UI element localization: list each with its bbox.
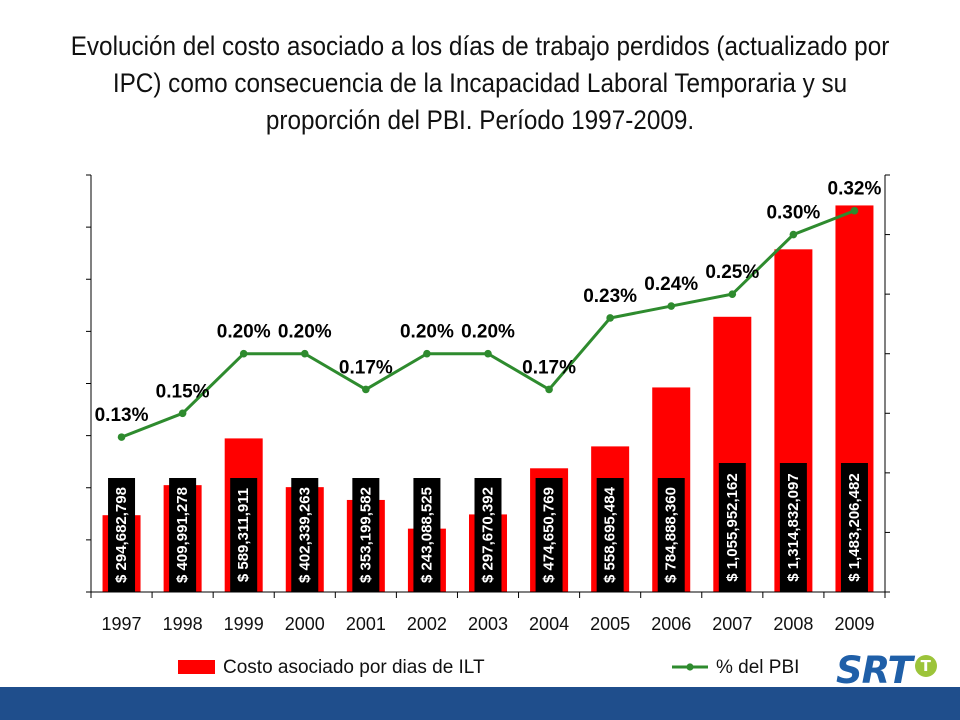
bar-label-bg-1998 xyxy=(169,478,197,592)
bar-value-label-2001: $ 353,199,582 xyxy=(357,487,374,583)
bar-label-bg-2004 xyxy=(535,478,563,592)
pbi-label-2008: 0.30% xyxy=(766,203,820,224)
pbi-point-2005 xyxy=(606,314,614,322)
pbi-point-2002 xyxy=(423,349,431,358)
pbi-label-2006: 0.24% xyxy=(644,274,698,295)
bar-label-bg-2006 xyxy=(657,478,685,592)
x-tick-label-2006: 2006 xyxy=(651,614,691,634)
x-tick-label-2001: 2001 xyxy=(346,614,386,634)
bar-value-label-2009: $ 1,483,206,482 xyxy=(846,473,863,581)
bar-value-label-2003: $ 297,670,392 xyxy=(480,487,497,583)
bar-value-label-2007: $ 1,055,952,162 xyxy=(724,473,741,581)
pbi-label-2009: 0.32% xyxy=(828,179,882,200)
srt-logo: SRT T xyxy=(836,648,960,692)
pbi-point-2001 xyxy=(362,385,370,394)
bar-value-label-2008: $ 1,314,832,097 xyxy=(785,473,802,581)
bar-value-labels: $ 294,682,798 $ 409,991,278 $ 589,311,911 $… xyxy=(108,463,868,592)
pbi-label-2005: 0.23% xyxy=(583,286,637,307)
bar-label-bg-2001 xyxy=(352,478,380,592)
bar-value-label-2006: $ 784,888,360 xyxy=(663,487,680,583)
bar-label-bg-2007 xyxy=(718,463,746,592)
x-tick-label-2002: 2002 xyxy=(407,614,447,634)
legend-bar-label: Costo asociado por dias de ILT xyxy=(223,657,485,678)
pbi-point-2004 xyxy=(545,385,553,394)
x-tick-label-2007: 2007 xyxy=(712,614,752,634)
pbi-point-2000 xyxy=(300,349,309,358)
pbi-label-2007: 0.25% xyxy=(705,262,759,283)
pbi-point-1998 xyxy=(178,409,187,418)
x-tick-label-2005: 2005 xyxy=(590,614,630,634)
pbi-label-2001: 0.17% xyxy=(339,357,393,378)
footer-band xyxy=(0,687,960,720)
pbi-label-2002: 0.20% xyxy=(400,322,454,343)
pbi-point-2009 xyxy=(850,206,859,215)
pbi-label-2004: 0.17% xyxy=(522,357,576,378)
bar-value-label-1997: $ 294,682,798 xyxy=(113,487,130,583)
pbi-point-1997 xyxy=(117,433,126,441)
pbi-label-1997: 0.13% xyxy=(95,405,149,426)
x-tick-label-2000: 2000 xyxy=(285,614,325,634)
legend-line-label: % del PBI xyxy=(716,657,799,678)
pbi-label-1998: 0.15% xyxy=(156,381,210,402)
bar-value-label-1998: $ 409,991,278 xyxy=(174,487,191,583)
pbi-point-2003 xyxy=(484,349,492,358)
slide-title: Evolución del costo asociado a los días … xyxy=(70,31,890,135)
x-tick-label-1998: 1998 xyxy=(163,614,203,634)
bar-label-bg-2008 xyxy=(779,463,807,592)
pbi-point-1999 xyxy=(239,349,248,358)
bar-label-bg-2003 xyxy=(474,478,502,592)
x-tick-label-1999: 1999 xyxy=(224,614,264,634)
bar-label-bg-2005 xyxy=(596,478,624,592)
pbi-point-2008 xyxy=(789,230,798,239)
pbi-point-2006 xyxy=(667,302,676,310)
pbi-label-1999: 0.20% xyxy=(217,322,271,343)
x-tick-label-2004: 2004 xyxy=(529,614,569,634)
x-tick-label-2009: 2009 xyxy=(834,614,874,634)
bar-label-bg-2002 xyxy=(413,478,441,592)
legend: Costo asociado por dias de ILT % del PBI xyxy=(178,657,799,678)
legend-line-marker xyxy=(686,663,694,671)
pbi-label-2003: 0.20% xyxy=(461,322,515,343)
chart: $ 294,682,798 $ 409,991,278 $ 589,311,911 $… xyxy=(86,174,890,678)
bar-label-bg-2009 xyxy=(840,463,868,592)
bar-label-bg-2000 xyxy=(291,478,319,592)
bar-value-label-2002: $ 243,088,525 xyxy=(418,487,435,583)
logo-text: SRT xyxy=(836,648,913,692)
axes-layer: 1997 1998 1999 2000 2001 2002 2003 2004 2005 2006… xyxy=(86,174,890,634)
pbi-label-2000: 0.20% xyxy=(278,322,332,343)
legend-bar-swatch xyxy=(178,660,215,674)
x-tick-label-1997: 1997 xyxy=(102,614,142,634)
pbi-point-2007 xyxy=(728,290,737,298)
bar-value-label-2000: $ 402,339,263 xyxy=(296,487,313,583)
bar-label-bg-1997 xyxy=(108,478,136,592)
logo-badge-icon: T xyxy=(914,655,937,677)
bar-value-label-1999: $ 589,311,911 xyxy=(235,488,252,582)
pbi-line-layer: 0.13% 0.15% 0.20% 0.20% 0.17% 0.20% 0.20% 0.17%… xyxy=(95,179,882,441)
x-tick-label-2008: 2008 xyxy=(773,614,813,634)
bar-value-label-2005: $ 558,695,484 xyxy=(602,486,619,583)
bar-label-bg-1999 xyxy=(230,478,258,592)
bar-value-label-2004: $ 474,650,769 xyxy=(541,487,558,583)
x-tick-label-2003: 2003 xyxy=(468,614,508,634)
